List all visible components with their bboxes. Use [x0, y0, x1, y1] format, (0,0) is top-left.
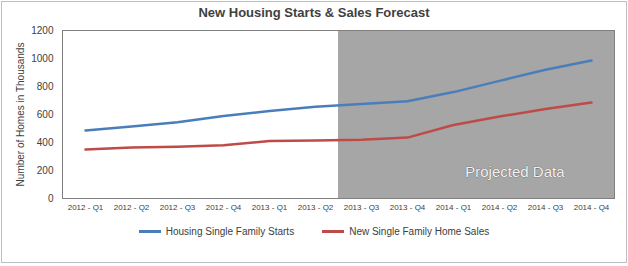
svg-text:2013 - Q2: 2013 - Q2 — [298, 203, 334, 212]
svg-text:2014 - Q4: 2014 - Q4 — [574, 203, 610, 212]
svg-text:600: 600 — [37, 109, 54, 120]
svg-text:1000: 1000 — [31, 53, 54, 64]
svg-text:Projected Data: Projected Data — [465, 163, 565, 180]
svg-text:2012 - Q3: 2012 - Q3 — [160, 203, 196, 212]
html-text:Housing Single Family Starts: Housing Single Family Starts — [165, 225, 295, 237]
svg-text:1200: 1200 — [31, 25, 54, 36]
svg-text:2014 - Q2: 2014 - Q2 — [482, 203, 518, 212]
svg-text:2013 - Q3: 2013 - Q3 — [344, 203, 380, 212]
svg-text:400: 400 — [37, 137, 54, 148]
svg-text:Number of Homes in Thousands: Number of Homes in Thousands — [15, 43, 26, 187]
svg-text:2012 - Q1: 2012 - Q1 — [68, 203, 104, 212]
html-text:New Single Family Home Sales: New Single Family Home Sales — [349, 225, 490, 237]
svg-text:2014 - Q3: 2014 - Q3 — [528, 203, 564, 212]
svg-text:2012 - Q4: 2012 - Q4 — [206, 203, 242, 212]
svg-text:2012 - Q2: 2012 - Q2 — [114, 203, 150, 212]
svg-text:0: 0 — [48, 193, 54, 204]
svg-text:2013 - Q4: 2013 - Q4 — [390, 203, 426, 212]
svg-text:200: 200 — [37, 165, 54, 176]
svg-text:800: 800 — [37, 81, 54, 92]
svg-text:2014 - Q1: 2014 - Q1 — [436, 203, 472, 212]
svg-text:2013 - Q1: 2013 - Q1 — [252, 203, 288, 212]
html-text:New Housing Starts & Sales For: New Housing Starts & Sales Forecast — [198, 5, 430, 20]
